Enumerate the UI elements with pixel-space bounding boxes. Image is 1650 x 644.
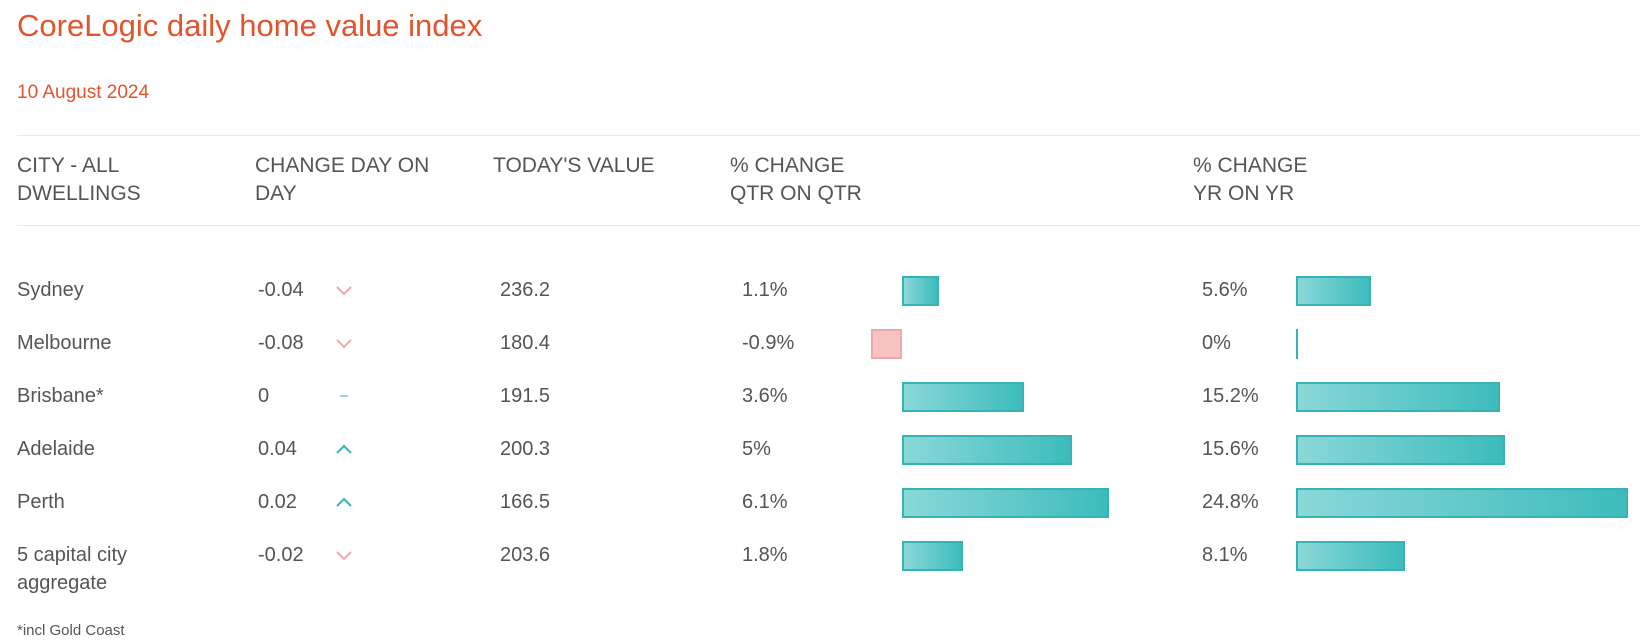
header-qtr-line2: QTR ON QTR [730, 182, 862, 205]
arrow-up-icon [333, 442, 355, 456]
header-change: CHANGE DAY ON DAY [255, 152, 429, 208]
change-day-value: 0.04 [258, 438, 297, 460]
city-name: Brisbane* [17, 382, 104, 410]
qtr-change-label: 1.1% [742, 279, 788, 301]
header-yr-line2: YR ON YR [1193, 182, 1295, 205]
qtr-change-bar [902, 382, 1025, 412]
header-value: TODAY'S VALUE [493, 152, 655, 180]
qtr-change-bar [902, 276, 940, 306]
yr-change-label: 15.2% [1202, 385, 1259, 407]
header-bottom-divider [17, 225, 1640, 226]
todays-value: 200.3 [500, 438, 551, 460]
city-name: Melbourne [17, 329, 112, 357]
yr-change-label: 15.6% [1202, 438, 1259, 460]
city-name-line2: aggregate [17, 572, 108, 594]
qtr-change-bar [902, 541, 964, 571]
qtr-change-bar [871, 329, 902, 359]
change-day-value: 0.02 [258, 491, 297, 513]
header-city-line1: CITY - ALL [17, 154, 120, 177]
qtr-change-label: 6.1% [742, 491, 788, 513]
qtr-change-label: 1.8% [742, 544, 788, 566]
yr-change-label: 8.1% [1202, 544, 1248, 566]
footnote: *incl Gold Coast [17, 622, 125, 639]
todays-value: 180.4 [500, 332, 551, 354]
header-yr: % CHANGE YR ON YR [1193, 152, 1307, 208]
todays-value: 236.2 [500, 279, 551, 301]
city-name-line1: Brisbane* [17, 385, 104, 407]
change-day-value: -0.02 [258, 544, 304, 566]
header-yr-line1: % CHANGE [1193, 154, 1308, 177]
todays-value: 166.5 [500, 491, 551, 513]
city-name-line1: Perth [17, 491, 65, 513]
city-name: Adelaide [17, 435, 95, 463]
city-name: 5 capital city aggregate [17, 541, 127, 597]
qtr-change-bar [902, 435, 1072, 465]
header-change-line2: DAY [255, 182, 297, 205]
qtr-change-label: -0.9% [742, 332, 795, 354]
header-change-line1: CHANGE DAY ON [255, 154, 430, 177]
qtr-change-bar [902, 488, 1109, 518]
arrow-up-icon [333, 495, 355, 509]
yr-change-bar [1296, 541, 1405, 571]
city-name-line1: Sydney [17, 279, 84, 301]
city-name: Perth [17, 488, 65, 516]
yr-change-bar [1296, 276, 1372, 306]
yr-change-label: 5.6% [1202, 279, 1248, 301]
yr-change-bar [1296, 382, 1500, 412]
todays-value: 203.6 [500, 544, 551, 566]
yr-change-bar [1296, 488, 1629, 518]
yr-change-label: 24.8% [1202, 491, 1259, 513]
yr-change-bar [1296, 329, 1298, 359]
page-title: CoreLogic daily home value index [17, 8, 483, 43]
city-name-line1: Melbourne [17, 332, 112, 354]
chevron-down-icon [333, 336, 355, 350]
header-value-line1: TODAY'S VALUE [493, 154, 655, 177]
change-day-value: -0.08 [258, 332, 304, 354]
city-name-line1: 5 capital city [17, 544, 128, 566]
chevron-down-icon [333, 548, 355, 562]
header-city-line2: DWELLINGS [17, 182, 141, 205]
chevron-down-icon [333, 283, 355, 297]
yr-change-bar [1296, 435, 1506, 465]
todays-value: 191.5 [500, 385, 551, 407]
header-qtr: % CHANGE QTR ON QTR [730, 152, 862, 208]
qtr-change-label: 5% [742, 438, 771, 460]
header-top-divider [17, 135, 1640, 136]
change-day-value: 0 [258, 385, 270, 407]
city-name-line1: Adelaide [17, 438, 95, 460]
yr-change-label: 0% [1202, 332, 1231, 354]
header-qtr-line1: % CHANGE [730, 154, 845, 177]
index-date: 10 August 2024 [17, 82, 150, 103]
qtr-change-label: 3.6% [742, 385, 788, 407]
change-day-value: -0.04 [258, 279, 304, 301]
header-city: CITY - ALL DWELLINGS [17, 152, 141, 208]
dash-icon [333, 389, 355, 403]
city-name: Sydney [17, 276, 84, 304]
